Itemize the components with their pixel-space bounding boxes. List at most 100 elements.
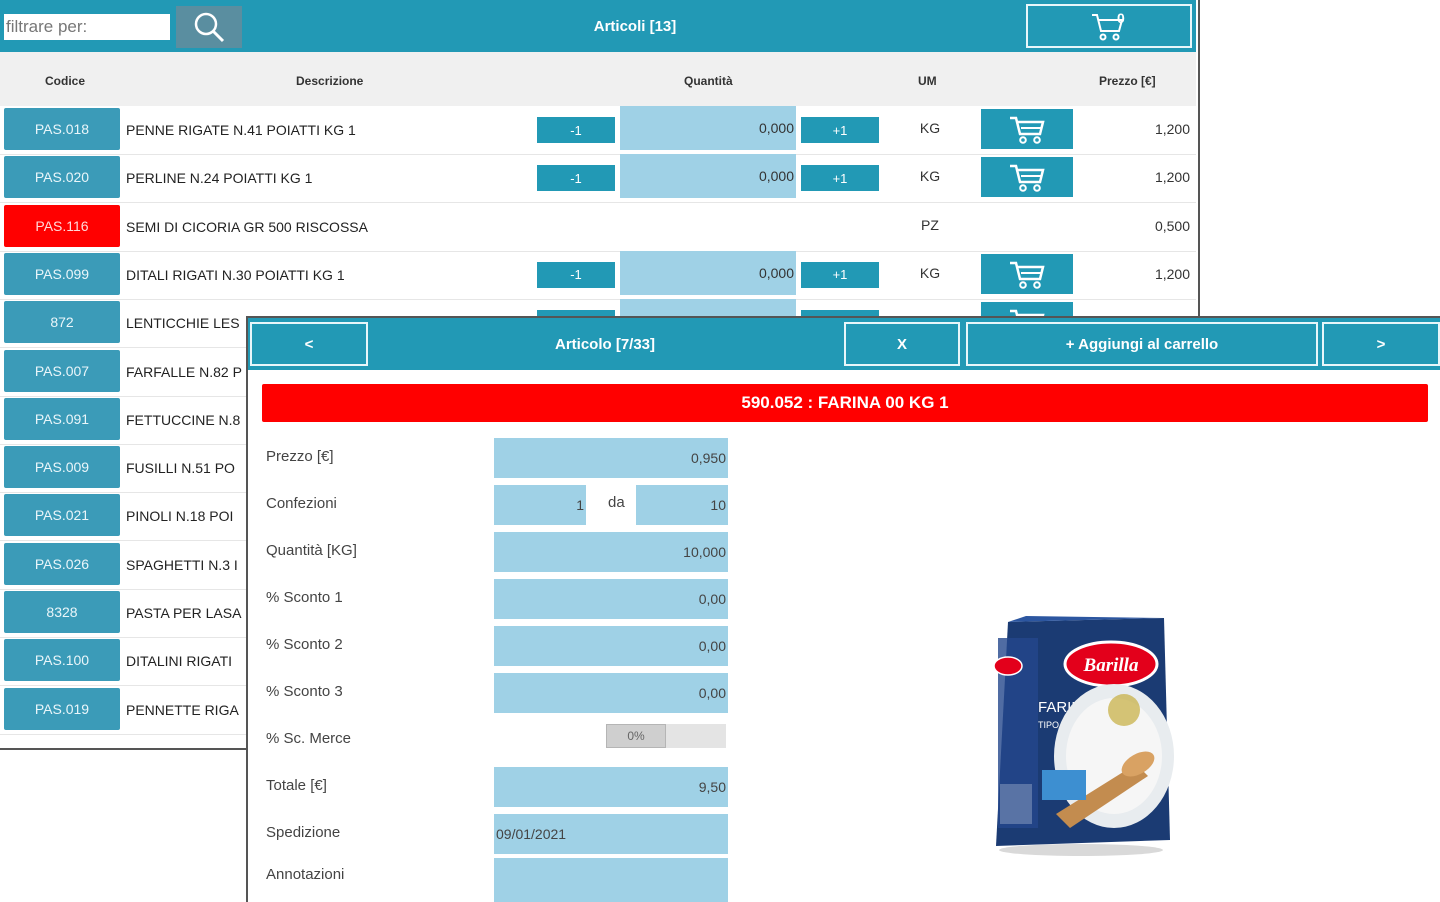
- merce-slider-fill: 0%: [606, 724, 666, 748]
- close-button[interactable]: X: [844, 322, 960, 366]
- price-field[interactable]: 0,950: [494, 438, 728, 478]
- table-row[interactable]: PAS.018 PENNE RIGATE N.41 POIATTI KG 1 -1 0…: [0, 106, 1196, 155]
- add-to-cart-button[interactable]: + Aggiungi al carrello: [966, 322, 1318, 366]
- article-description: LENTICCHIE LES: [126, 315, 240, 332]
- article-description: PASTA PER LASA: [126, 605, 242, 621]
- article-description: DITALI RIGATI N.30 POIATTI KG 1: [126, 266, 345, 283]
- discount3-field[interactable]: 0,00: [494, 673, 728, 713]
- packs-of-field[interactable]: 10: [636, 485, 728, 525]
- total-field: 9,50: [494, 767, 728, 807]
- table-row[interactable]: PAS.026 SPAGHETTI N.3 I: [0, 541, 1196, 590]
- article-code-button[interactable]: 872: [4, 301, 120, 344]
- merce-label: % Sc. Merce: [266, 730, 352, 747]
- col-quantity: Quantità: [684, 74, 733, 88]
- shipping-label: Spedizione: [266, 824, 341, 841]
- table-row[interactable]: 8328 PASTA PER LASA: [0, 589, 1196, 638]
- article-code-button[interactable]: PAS.100: [4, 639, 120, 682]
- article-description: FETTUCCINE N.8: [126, 411, 241, 428]
- notes-label: Annotazioni: [266, 866, 345, 883]
- article-code-button[interactable]: PAS.020: [4, 156, 120, 199]
- filter-input[interactable]: [4, 14, 170, 40]
- decrement-button[interactable]: -1: [537, 261, 615, 288]
- col-code: Codice: [45, 74, 86, 88]
- add-to-cart-icon: [1010, 116, 1045, 144]
- discount2-field[interactable]: 0,00: [494, 626, 728, 666]
- discount2-label: % Sconto 2: [266, 636, 343, 653]
- article-code-button[interactable]: PAS.026: [4, 542, 120, 585]
- next-article-button[interactable]: >: [1322, 322, 1440, 366]
- discount1-field[interactable]: 0,00: [494, 579, 728, 619]
- article-price: 1,200: [1154, 169, 1190, 186]
- merce-slider[interactable]: 0%: [606, 724, 726, 748]
- article-description: PINOLI N.18 POI: [126, 508, 234, 525]
- price-label: Prezzo [€]: [266, 448, 334, 465]
- cart-icon: 0: [1092, 10, 1125, 41]
- discount1-label: % Sconto 1: [266, 589, 343, 606]
- detail-toolbar: < Articolo [7/33] X + Aggiungi al carrel…: [248, 318, 1440, 370]
- table-row[interactable]: PAS.009 FUSILLI N.51 PO: [0, 444, 1196, 494]
- increment-button[interactable]: +1: [801, 117, 879, 143]
- packs-field[interactable]: 1: [494, 485, 586, 525]
- shipping-date-field[interactable]: 09/01/2021: [494, 814, 728, 854]
- add-to-cart-button[interactable]: [981, 157, 1073, 198]
- list-title: Articoli [13]: [593, 18, 677, 35]
- add-to-cart-icon: [1010, 261, 1045, 289]
- article-code-button[interactable]: PAS.091: [4, 397, 120, 440]
- packs-label: Confezioni: [266, 495, 337, 512]
- unit-of-measure: KG: [919, 168, 941, 185]
- article-code-button[interactable]: PAS.019: [4, 687, 120, 730]
- prev-article-button[interactable]: <: [250, 322, 368, 366]
- increment-button[interactable]: +1: [801, 261, 879, 288]
- article-description: FARFALLE N.82 P: [126, 363, 242, 380]
- article-description: FUSILLI N.51 PO: [126, 460, 235, 477]
- article-code-button[interactable]: PAS.099: [4, 252, 120, 295]
- quantity-field[interactable]: 0,000: [620, 154, 796, 199]
- add-to-cart-button[interactable]: [981, 109, 1073, 149]
- col-um: UM: [918, 74, 937, 88]
- product-brand: Barilla: [1083, 655, 1139, 676]
- product-image: Barilla FARINA TIPO "00": [993, 616, 1174, 856]
- article-banner: 590.052 : FARINA 00 KG 1: [262, 384, 1428, 422]
- article-description: DITALINI RIGATI: [126, 653, 233, 670]
- article-description: PENNETTE RIGA: [126, 701, 239, 718]
- increment-button[interactable]: +1: [801, 165, 879, 192]
- detail-title: Articolo [7/33]: [554, 336, 656, 353]
- column-header: Codice Descrizione Quantità UM Prezzo [€…: [0, 52, 1196, 106]
- discount3-label: % Sconto 3: [266, 683, 343, 700]
- article-code-button[interactable]: PAS.116: [4, 204, 120, 247]
- search-button[interactable]: [176, 6, 242, 48]
- article-code-button[interactable]: PAS.009: [4, 446, 120, 489]
- quantity-field[interactable]: 10,000: [494, 532, 728, 572]
- article-description: SEMI DI CICORIA GR 500 RISCOSSA: [126, 218, 368, 235]
- product-subname: TIPO "00": [1038, 720, 1078, 730]
- article-code-button[interactable]: PAS.021: [4, 494, 120, 537]
- article-price: 1,200: [1154, 121, 1190, 137]
- table-row[interactable]: PAS.116 SEMI DI CICORIA GR 500 RISCOSSA PZ…: [0, 203, 1196, 252]
- quantity-field[interactable]: 0,000: [620, 106, 796, 150]
- table-row[interactable]: PAS.007 FARFALLE N.82 P: [0, 348, 1196, 397]
- article-description: SPAGHETTI N.3 I: [126, 556, 238, 573]
- article-price: 0,500: [1154, 217, 1190, 234]
- total-label: Totale [€]: [266, 777, 327, 794]
- decrement-button[interactable]: -1: [537, 165, 615, 192]
- decrement-button[interactable]: -1: [537, 117, 615, 143]
- article-description: PERLINE N.24 POIATTI KG 1: [126, 170, 313, 187]
- article-code-button[interactable]: PAS.007: [4, 349, 120, 392]
- col-price: Prezzo [€]: [1099, 74, 1156, 88]
- add-to-cart-button[interactable]: [981, 253, 1073, 294]
- quantity-label: Quantità [KG]: [266, 542, 357, 559]
- table-row[interactable]: PAS.020 PERLINE N.24 POIATTI KG 1 -1 0,000 +…: [0, 154, 1196, 204]
- notes-field[interactable]: [494, 858, 728, 902]
- unit-of-measure: KG: [919, 120, 941, 136]
- cart-button[interactable]: 0: [1026, 4, 1192, 48]
- article-code-button[interactable]: PAS.018: [4, 108, 120, 150]
- article-code-button[interactable]: 8328: [4, 591, 120, 633]
- search-icon: [194, 12, 225, 43]
- article-detail-dialog: < Articolo [7/33] X + Aggiungi al carrel…: [246, 316, 1440, 902]
- article-price: 1,200: [1154, 265, 1190, 282]
- unit-of-measure: KG: [919, 264, 941, 281]
- quantity-field[interactable]: 0,000: [620, 250, 796, 295]
- table-row[interactable]: PAS.099 DITALI RIGATI N.30 POIATTI KG 1 -1…: [0, 250, 1196, 300]
- list-toolbar: Articoli [13] 0: [0, 0, 1196, 52]
- add-to-cart-icon: [1010, 165, 1045, 193]
